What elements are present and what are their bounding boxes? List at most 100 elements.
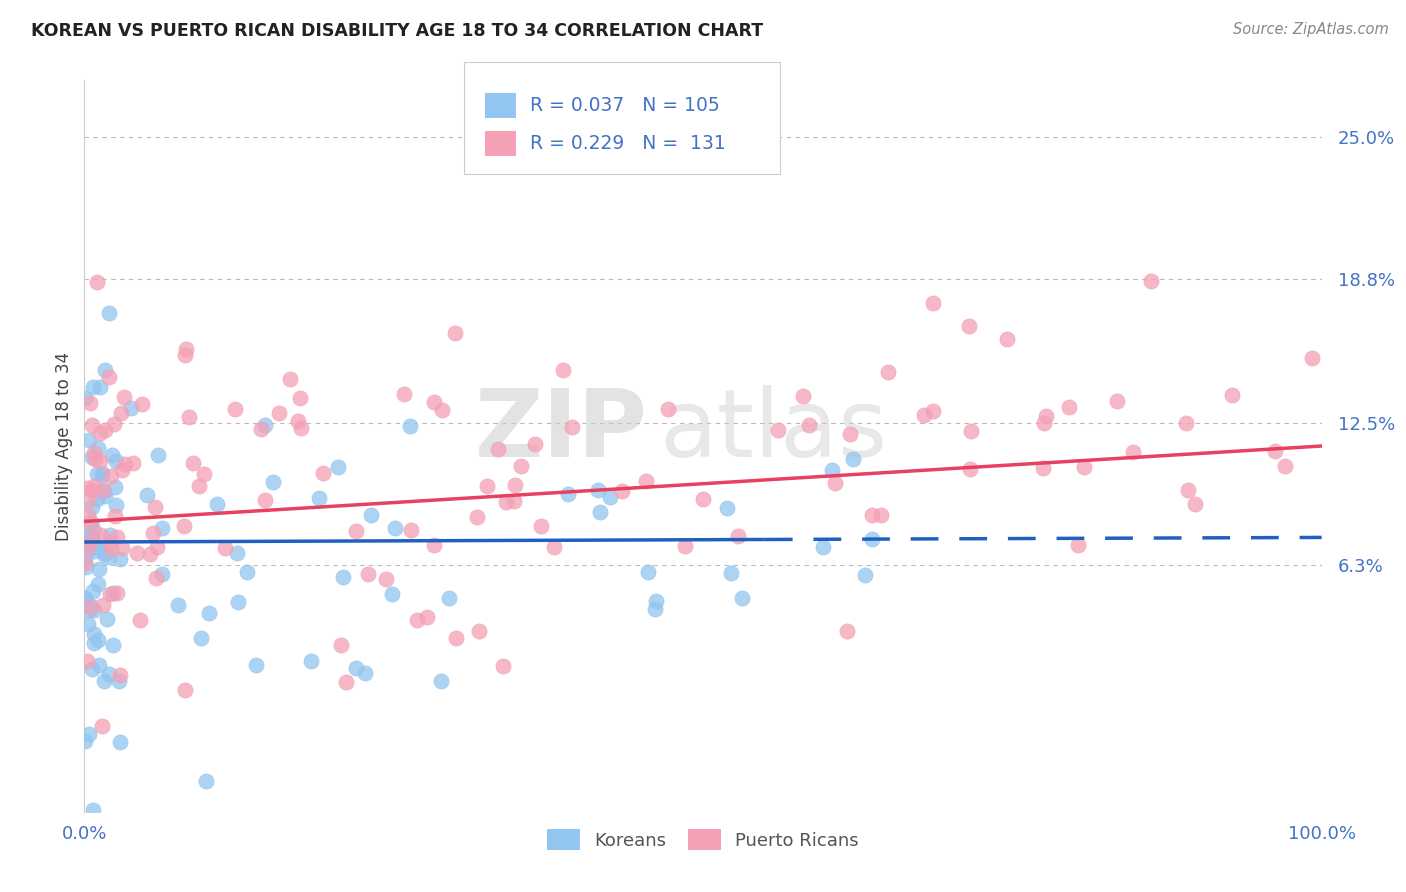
Point xyxy=(105,530,128,544)
Point xyxy=(720,566,742,580)
Point xyxy=(599,491,621,505)
Point xyxy=(100,542,122,557)
Point xyxy=(1184,497,1206,511)
Point xyxy=(83,627,105,641)
Point xyxy=(224,401,246,416)
Point xyxy=(83,524,105,539)
Point xyxy=(98,587,121,601)
Point xyxy=(77,617,100,632)
Point xyxy=(423,538,446,552)
Point xyxy=(80,500,103,514)
Point xyxy=(91,719,114,733)
Text: R = 0.229   N =  131: R = 0.229 N = 131 xyxy=(530,134,725,153)
Point xyxy=(83,603,105,617)
Point xyxy=(797,418,820,433)
Point xyxy=(82,380,104,394)
Point xyxy=(922,404,945,418)
Point xyxy=(1301,351,1323,366)
Point xyxy=(82,662,104,676)
Point xyxy=(75,557,97,571)
Point xyxy=(673,539,696,553)
Point xyxy=(108,734,131,748)
Point xyxy=(636,474,658,488)
Point xyxy=(80,515,103,529)
Point xyxy=(995,333,1018,347)
Point xyxy=(107,674,129,689)
Point xyxy=(423,395,446,409)
Point xyxy=(205,497,228,511)
Point xyxy=(190,631,212,645)
Point xyxy=(1177,483,1199,497)
Point xyxy=(89,562,111,576)
Point xyxy=(91,467,114,482)
Point xyxy=(80,483,103,497)
Point xyxy=(1122,444,1144,458)
Point xyxy=(467,624,489,638)
Point xyxy=(330,638,353,652)
Point xyxy=(465,509,488,524)
Point xyxy=(444,326,467,340)
Point xyxy=(89,454,111,468)
Point xyxy=(332,570,354,584)
Point xyxy=(93,483,115,498)
Point xyxy=(143,500,166,514)
Point xyxy=(429,673,451,688)
Point xyxy=(97,306,120,320)
Point xyxy=(194,774,217,789)
Point xyxy=(1073,460,1095,475)
Point xyxy=(152,521,174,535)
Point xyxy=(83,635,105,649)
Point xyxy=(824,476,846,491)
Point xyxy=(299,654,322,668)
Point xyxy=(250,422,273,436)
Point xyxy=(94,362,117,376)
Point xyxy=(77,508,100,523)
Point xyxy=(79,528,101,542)
Point xyxy=(475,478,498,492)
Point xyxy=(486,442,509,456)
Point xyxy=(561,420,583,434)
Point xyxy=(77,491,100,506)
Point xyxy=(110,463,132,477)
Point xyxy=(100,469,122,483)
Point xyxy=(530,519,553,533)
Point xyxy=(957,319,980,334)
Point xyxy=(1107,394,1129,409)
Point xyxy=(93,673,115,688)
Point xyxy=(1140,274,1163,288)
Point xyxy=(110,552,132,566)
Point xyxy=(82,532,104,546)
Point xyxy=(510,458,533,473)
Point xyxy=(101,638,124,652)
Point xyxy=(960,424,983,438)
Point xyxy=(589,505,612,519)
Point xyxy=(312,466,335,480)
Point xyxy=(93,423,115,437)
Point xyxy=(73,391,96,405)
Point xyxy=(437,591,460,605)
Point xyxy=(914,409,936,423)
Point xyxy=(173,348,195,362)
Point xyxy=(235,565,257,579)
Point xyxy=(77,542,100,557)
Point xyxy=(86,492,108,507)
Point xyxy=(1032,416,1054,430)
Point xyxy=(76,536,98,550)
Point xyxy=(492,658,515,673)
Point xyxy=(90,528,112,542)
Point xyxy=(860,532,883,546)
Point xyxy=(727,529,749,543)
Point xyxy=(290,421,312,435)
Point xyxy=(245,658,267,673)
Point xyxy=(91,599,114,613)
Point xyxy=(692,491,714,506)
Point xyxy=(198,607,221,621)
Point xyxy=(150,566,173,581)
Point xyxy=(328,459,350,474)
Point xyxy=(138,547,160,561)
Point xyxy=(553,363,575,377)
Point xyxy=(610,483,633,498)
Point xyxy=(267,406,290,420)
Point xyxy=(83,543,105,558)
Point xyxy=(96,612,118,626)
